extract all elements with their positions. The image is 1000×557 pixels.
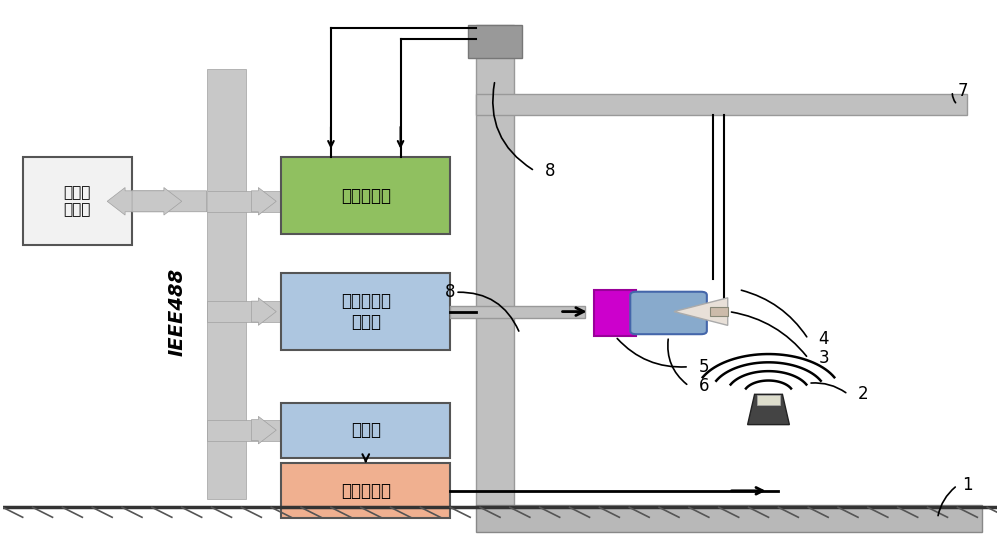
Bar: [757, 395, 780, 405]
Bar: [710, 307, 728, 316]
FancyArrow shape: [251, 188, 276, 215]
Polygon shape: [748, 394, 789, 424]
Text: 功率放大器: 功率放大器: [341, 482, 391, 500]
Text: 采集分析仪: 采集分析仪: [341, 187, 391, 205]
Text: 制冷焦平面
探测器: 制冷焦平面 探测器: [341, 292, 391, 331]
Bar: [281, 157, 450, 234]
FancyArrow shape: [132, 188, 182, 215]
Bar: [476, 25, 514, 507]
Text: 5: 5: [699, 358, 709, 376]
Bar: [207, 191, 281, 212]
Bar: [594, 290, 636, 336]
Text: 8: 8: [445, 284, 456, 301]
Bar: [207, 69, 246, 499]
Text: 计算机
及外设: 计算机 及外设: [64, 185, 91, 217]
Text: IEEE488: IEEE488: [167, 267, 186, 356]
Text: 3: 3: [818, 349, 829, 368]
Bar: [450, 306, 585, 317]
FancyBboxPatch shape: [630, 292, 707, 334]
Bar: [476, 505, 982, 532]
Text: 7: 7: [957, 82, 968, 100]
Bar: [281, 273, 450, 350]
Bar: [207, 301, 281, 322]
Bar: [468, 25, 522, 58]
Bar: [281, 463, 450, 519]
Text: 2: 2: [858, 385, 869, 403]
Bar: [207, 419, 281, 441]
Text: 声谱仪: 声谱仪: [351, 421, 381, 439]
FancyArrow shape: [251, 417, 276, 444]
FancyArrow shape: [107, 188, 207, 215]
Bar: [476, 94, 967, 115]
FancyArrow shape: [251, 298, 276, 325]
Bar: [23, 157, 132, 246]
Polygon shape: [674, 298, 728, 325]
Text: 6: 6: [699, 377, 709, 395]
Text: 8: 8: [545, 162, 555, 180]
Text: 1: 1: [962, 476, 973, 494]
Bar: [281, 403, 450, 458]
Text: 4: 4: [818, 330, 829, 348]
